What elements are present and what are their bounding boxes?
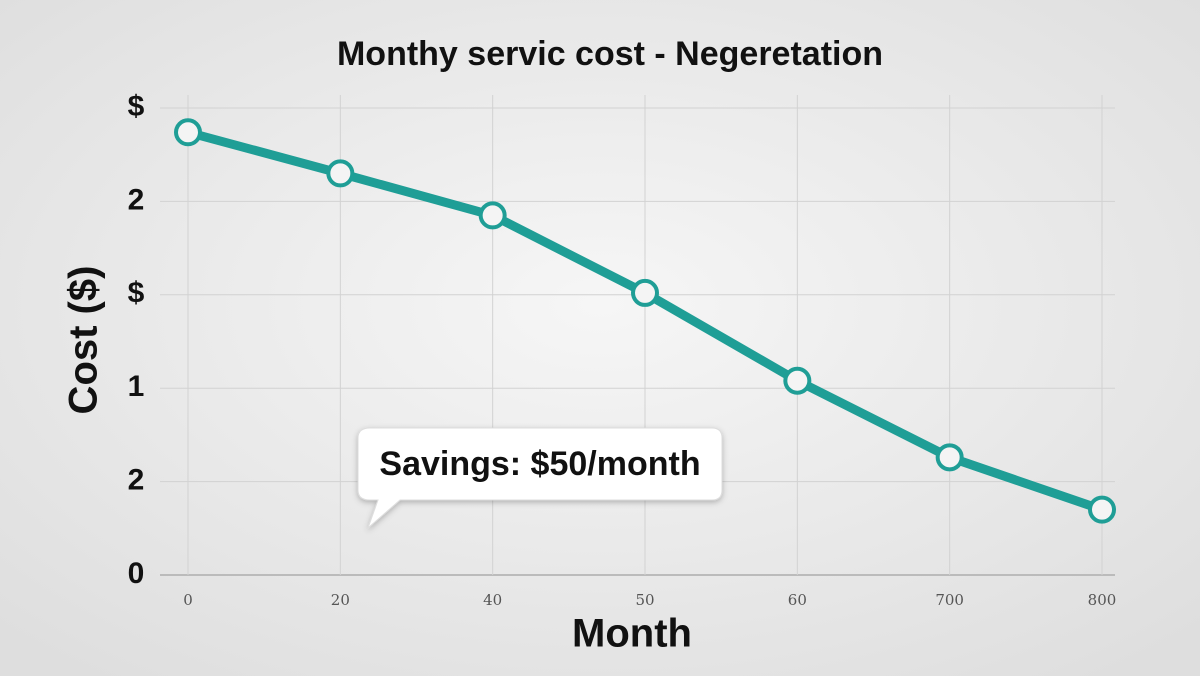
- y-tick-label: $: [128, 90, 145, 123]
- x-tick-label: 50: [635, 591, 654, 609]
- y-tick-label: $: [128, 277, 145, 310]
- x-tick-label: 20: [331, 591, 350, 609]
- data-point: [1088, 495, 1116, 524]
- annotation-text: Savings: $50/month: [379, 445, 700, 483]
- y-tick-label: 2: [128, 183, 145, 216]
- annotation: [357, 427, 723, 530]
- x-axis-label: Month: [572, 612, 692, 656]
- x-tick-label: 0: [183, 591, 193, 609]
- x-tick-label: 800: [1088, 591, 1117, 609]
- data-point: [478, 201, 507, 230]
- plot: [174, 118, 1116, 524]
- chart-title: Monthy servic cost - Negeretation: [337, 35, 883, 73]
- callout-box: [357, 427, 723, 530]
- y-tick-label: 0: [128, 557, 145, 590]
- y-tick-label: 2: [128, 464, 145, 497]
- data-point: [783, 366, 812, 395]
- data-point: [174, 118, 202, 147]
- data-point: [935, 443, 964, 472]
- y-axis-label: Cost ($): [62, 266, 106, 415]
- x-tick-label: 60: [788, 591, 807, 609]
- data-point: [326, 159, 355, 188]
- x-tick-label: 700: [935, 591, 964, 609]
- data-point: [631, 278, 659, 307]
- x-tick-label: 40: [483, 591, 502, 609]
- y-tick-label: 1: [128, 370, 145, 403]
